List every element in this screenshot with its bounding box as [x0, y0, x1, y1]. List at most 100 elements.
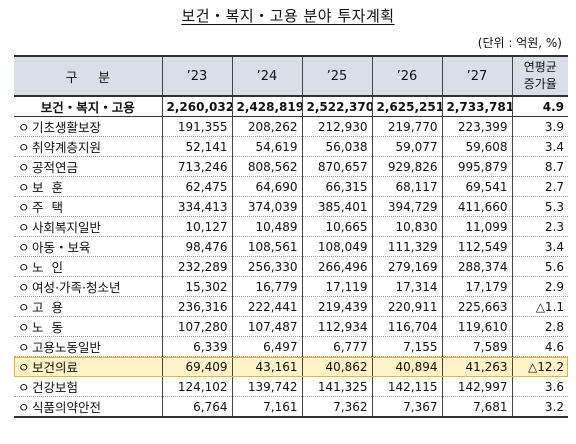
row-value: 17,314 [371, 276, 443, 297]
row-value: 191,355 [161, 116, 233, 137]
row-label-cell: ㅇ 취약계층지원 [14, 136, 163, 157]
row-label: 사회복지일반 [32, 220, 102, 235]
row-growth: 2.8 [511, 316, 568, 337]
row-value: 6,339 [161, 336, 233, 357]
header-year-2027: ’27 [441, 56, 513, 97]
row-value: 7,681 [441, 396, 513, 418]
table-row: ㅇ 아동・보육 98,476 108,561 108,049 111,329 112,549… [14, 236, 568, 257]
row-value: 385,401 [301, 196, 373, 217]
row-growth: △12.2 [511, 356, 568, 377]
row-value: 223,399 [441, 116, 513, 137]
row-value: 56,038 [301, 136, 373, 157]
bullet-icon: ㅇ [18, 120, 30, 135]
row-value: 808,562 [231, 156, 303, 177]
row-growth: 2.9 [511, 276, 568, 297]
row-value: 236,316 [161, 296, 233, 317]
total-row: 보건・복지・고용 2,260,032 2,428,819 2,522,370 2… [14, 96, 568, 117]
total-value: 2,625,251 [371, 96, 443, 117]
row-label: 여성·가족·청소년 [32, 280, 121, 295]
header-year-2025: ’25 [301, 56, 373, 97]
row-label: 보 훈 [32, 180, 63, 195]
row-value: 219,770 [371, 116, 443, 137]
row-label-cell: ㅇ 보건의료 [14, 356, 163, 377]
row-label-cell: ㅇ 아동・보육 [14, 236, 163, 257]
row-value: 7,155 [371, 336, 443, 357]
row-growth: 3.9 [511, 116, 568, 137]
unit-note: (단위 : 억원, %) [477, 36, 562, 50]
header-year-2023: ’23 [161, 56, 233, 97]
row-value: 870,657 [301, 156, 373, 177]
total-growth: 4.9 [511, 96, 568, 117]
total-label: 보건・복지・고용 [14, 96, 163, 117]
row-label: 식품의약안전 [32, 400, 102, 415]
row-value: 43,161 [231, 356, 303, 377]
table-row: ㅇ 건강보험 124,102 139,742 141,325 142,115 142,997… [14, 376, 568, 397]
row-value: 142,997 [441, 376, 513, 397]
row-growth: 8.7 [511, 156, 568, 177]
row-value: 222,441 [231, 296, 303, 317]
row-value: 374,039 [231, 196, 303, 217]
row-value: 41,263 [441, 356, 513, 377]
table-row: ㅇ 공적연금 713,246 808,562 870,657 929,826 995,879… [14, 156, 568, 177]
row-label: 아동・보육 [32, 240, 91, 255]
row-growth: △1.1 [511, 296, 568, 317]
row-value: 17,119 [301, 276, 373, 297]
row-value: 54,619 [231, 136, 303, 157]
row-value: 334,413 [161, 196, 233, 217]
header-category: 구 분 [14, 56, 163, 97]
row-label: 공적연금 [32, 160, 79, 175]
header-growth: 연평균 증가율 [511, 56, 568, 97]
bullet-icon: ㅇ [18, 380, 30, 395]
total-value: 2,428,819 [231, 96, 303, 117]
bullet-icon: ㅇ [18, 400, 30, 415]
header-growth-line1: 연평균 [523, 60, 557, 74]
row-label-cell: ㅇ 공적연금 [14, 156, 163, 177]
row-growth: 5.6 [511, 256, 568, 277]
bullet-icon: ㅇ [18, 320, 30, 335]
row-value: 11,099 [441, 216, 513, 237]
row-value: 59,077 [371, 136, 443, 157]
row-value: 10,127 [161, 216, 233, 237]
row-value: 929,826 [371, 156, 443, 177]
bullet-icon: ㅇ [18, 260, 30, 275]
table-row: ㅇ 식품의약안전 6,764 7,161 7,362 7,367 7,681 3.2 [14, 396, 568, 418]
row-growth: 5.3 [511, 196, 568, 217]
total-value: 2,260,032 [161, 96, 233, 117]
row-label: 노 인 [32, 260, 63, 275]
row-label: 취약계층지원 [32, 140, 102, 155]
row-value: 220,911 [371, 296, 443, 317]
row-value: 69,541 [441, 176, 513, 197]
row-label: 보건의료 [32, 360, 79, 375]
row-value: 52,141 [161, 136, 233, 157]
row-growth: 2.3 [511, 216, 568, 237]
bullet-icon: ㅇ [18, 240, 30, 255]
row-value: 6,764 [161, 396, 233, 418]
row-value: 10,830 [371, 216, 443, 237]
row-value: 40,862 [301, 356, 373, 377]
row-value: 66,315 [301, 176, 373, 197]
row-value: 142,115 [371, 376, 443, 397]
bullet-icon: ㅇ [18, 340, 30, 355]
row-value: 10,665 [301, 216, 373, 237]
row-value: 59,608 [441, 136, 513, 157]
bullet-icon: ㅇ [18, 140, 30, 155]
row-value: 6,497 [231, 336, 303, 357]
row-label-cell: ㅇ 여성·가족·청소년 [14, 276, 163, 297]
row-value: 7,161 [231, 396, 303, 418]
row-label: 주 택 [32, 200, 63, 215]
row-value: 111,329 [371, 236, 443, 257]
row-value: 15,302 [161, 276, 233, 297]
row-value: 6,777 [301, 336, 373, 357]
table-row: ㅇ 사회복지일반 10,127 10,489 10,665 10,830 11,099 2.3 [14, 216, 568, 237]
row-value: 266,496 [301, 256, 373, 277]
bullet-icon: ㅇ [18, 160, 30, 175]
row-value: 212,930 [301, 116, 373, 137]
bullet-icon: ㅇ [18, 300, 30, 315]
